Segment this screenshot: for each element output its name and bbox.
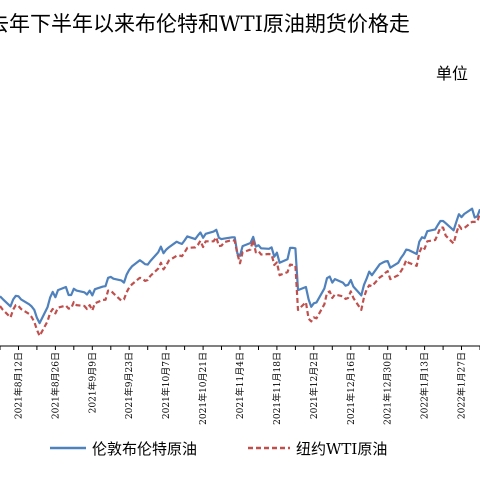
x-tick-labels: 2021年8月12日 2021年8月26日 2021年9月9日 2021年9月23日 2… [13, 352, 468, 425]
x-tick-label: 2021年10月7日 [160, 352, 172, 419]
chart-title: 去年下半年以来布伦特和WTI原油期货价格走 [0, 12, 410, 36]
x-tick-label: 2021年8月26日 [49, 352, 61, 419]
series-line-brent [0, 207, 480, 325]
x-tick-label: 2022年1月27日 [456, 352, 468, 419]
legend-label-brent: 伦敦布伦特原油 [92, 440, 197, 458]
x-tick-label: 2021年8月12日 [13, 352, 25, 419]
x-tick-label: 2021年12月2日 [308, 352, 320, 419]
x-tick-label: 2021年12月16日 [345, 352, 357, 425]
legend-label-wti: 纽约WTI原油 [296, 440, 387, 458]
x-tick-label: 2021年9月23日 [123, 352, 135, 419]
x-tick-label: 2022年1月13日 [419, 352, 431, 419]
unit-label: 单位 [436, 64, 469, 83]
legend: 伦敦布伦特原油 纽约WTI原油 [50, 440, 387, 458]
x-tick-label: 2021年9月9日 [86, 352, 98, 413]
x-tick-label: 2021年12月30日 [382, 352, 394, 425]
x-ticks [0, 346, 480, 350]
x-tick-label: 2021年10月21日 [197, 352, 209, 425]
x-tick-label: 2021年11月4日 [234, 352, 246, 419]
x-tick-label: 2021年11月18日 [271, 352, 283, 425]
plot-area [0, 207, 480, 337]
series-line-wti [0, 212, 480, 337]
